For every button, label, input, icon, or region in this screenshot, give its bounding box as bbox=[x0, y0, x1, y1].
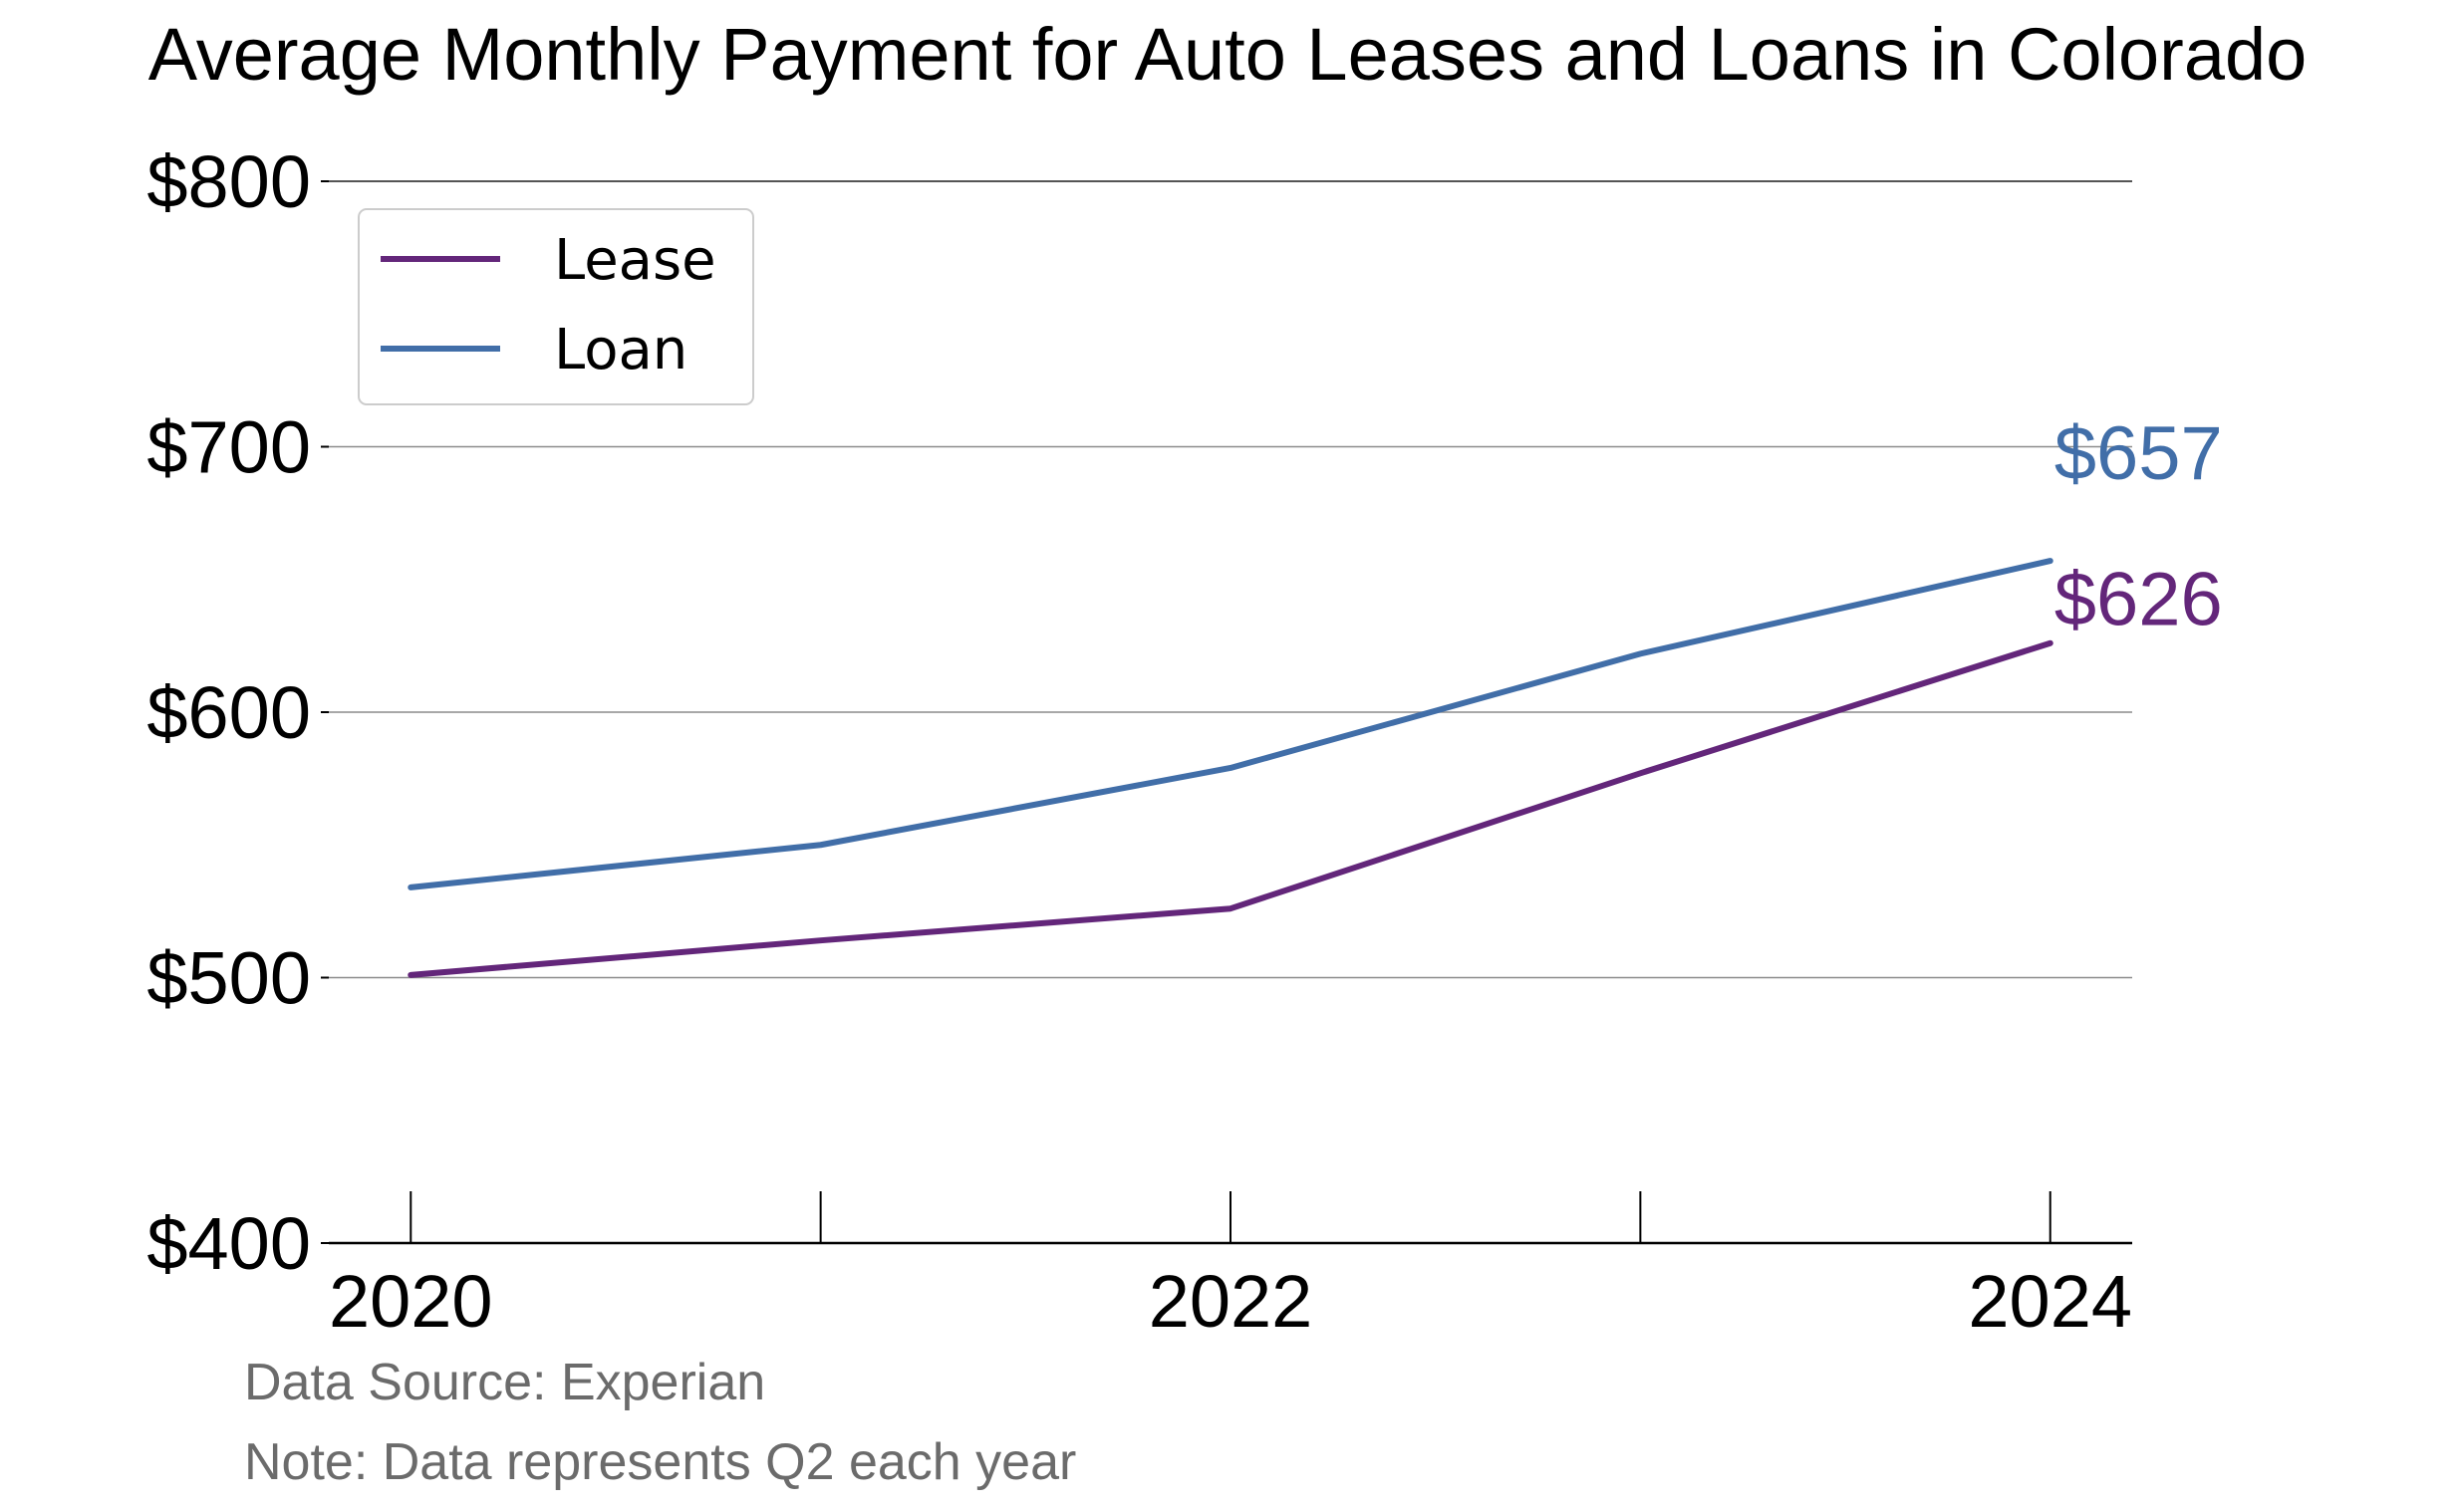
chart-title: Average Monthly Payment for Auto Leases … bbox=[148, 13, 2308, 96]
series-line-loan bbox=[408, 558, 2053, 890]
axes: $400 $500 $600 $700 $800 2020 2022 2024 bbox=[146, 140, 2132, 1343]
y-tick-label: $700 bbox=[146, 406, 311, 489]
end-label-lease: $626 bbox=[2054, 558, 2223, 642]
legend-label-loan: Loan bbox=[554, 318, 687, 382]
x-tick-label: 2020 bbox=[329, 1260, 493, 1343]
y-tick-label: $500 bbox=[146, 937, 311, 1020]
y-tick-label: $600 bbox=[146, 671, 311, 754]
end-label-loan: $657 bbox=[2054, 411, 2223, 496]
chart-notes: Data Source: Experian Note: Data represen… bbox=[244, 1354, 1076, 1491]
legend-label-lease: Lease bbox=[554, 228, 716, 293]
series-lines bbox=[408, 558, 2053, 978]
data-note: Note: Data represents Q2 each year bbox=[244, 1433, 1076, 1491]
y-tick-label: $400 bbox=[146, 1202, 311, 1285]
legend: Lease Loan bbox=[358, 208, 754, 405]
series-line-lease bbox=[408, 639, 2053, 978]
data-source-note: Data Source: Experian bbox=[244, 1354, 765, 1411]
x-tick-label: 2024 bbox=[1968, 1260, 2132, 1343]
end-value-labels: $626 $657 bbox=[2054, 411, 2223, 642]
x-tick-label: 2022 bbox=[1149, 1260, 1313, 1343]
y-tick-label: $800 bbox=[146, 140, 311, 223]
